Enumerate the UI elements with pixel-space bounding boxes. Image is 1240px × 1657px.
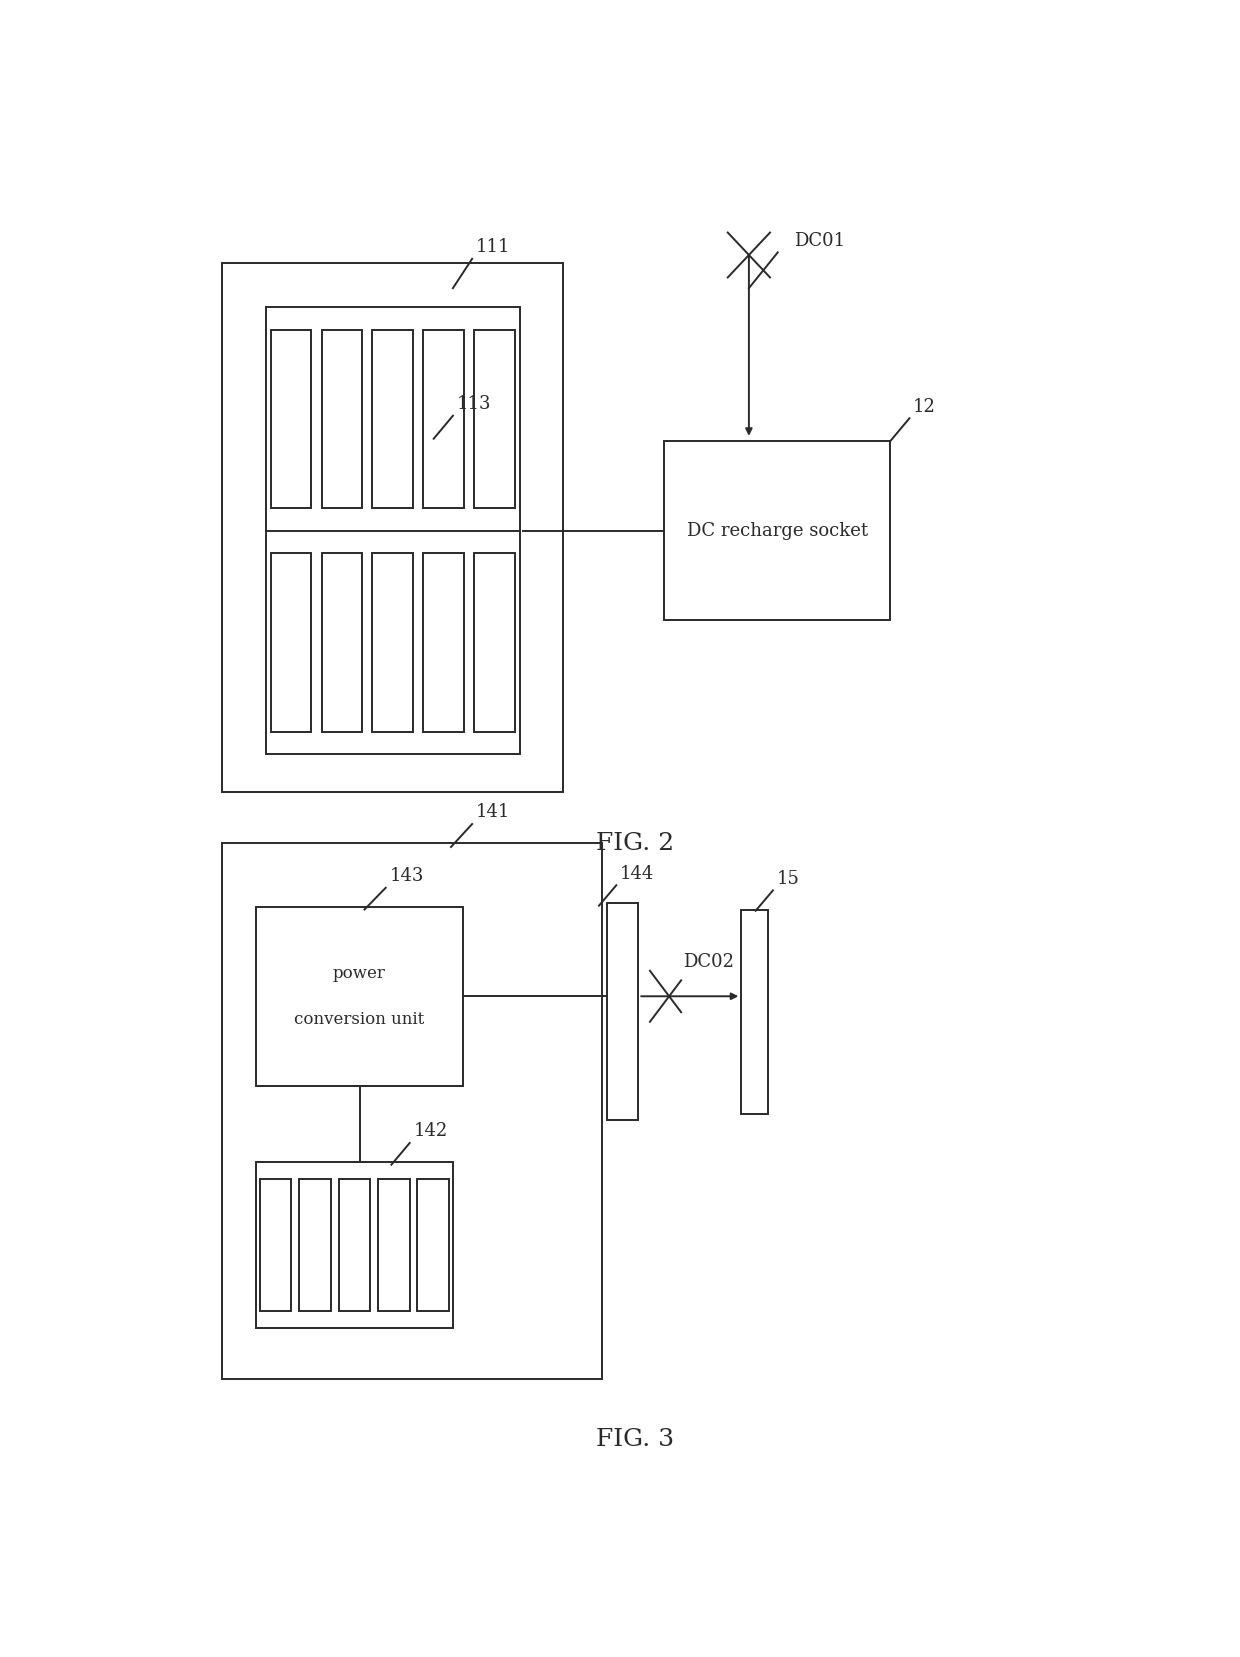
Bar [606, 903, 639, 1120]
Bar [475, 553, 515, 731]
Bar [475, 330, 515, 509]
Bar [321, 330, 362, 509]
Text: 142: 142 [413, 1122, 448, 1140]
Bar [665, 441, 890, 620]
Bar [222, 263, 563, 792]
Bar [255, 906, 463, 1085]
Text: DC01: DC01 [794, 232, 846, 250]
Bar [742, 910, 768, 1114]
Text: 113: 113 [456, 394, 491, 413]
Bar [270, 330, 311, 509]
Bar [321, 553, 362, 731]
Text: DC recharge socket: DC recharge socket [687, 522, 868, 540]
Bar [423, 330, 464, 509]
Bar [339, 1178, 371, 1311]
Bar [418, 1178, 449, 1311]
Bar [265, 307, 521, 754]
Bar [222, 843, 601, 1379]
Text: 111: 111 [476, 239, 511, 257]
Bar [378, 1178, 409, 1311]
Bar [270, 553, 311, 731]
Text: 141: 141 [476, 804, 511, 822]
Text: 143: 143 [389, 867, 424, 885]
Text: 12: 12 [913, 398, 936, 416]
Bar [372, 330, 413, 509]
Bar [423, 553, 464, 731]
Bar [299, 1178, 331, 1311]
Text: FIG. 3: FIG. 3 [596, 1427, 675, 1450]
Text: power: power [332, 964, 386, 983]
Bar [260, 1178, 291, 1311]
Bar [372, 553, 413, 731]
Text: DC02: DC02 [682, 953, 734, 971]
Text: conversion unit: conversion unit [294, 1011, 424, 1027]
Bar [255, 1162, 453, 1327]
Text: 144: 144 [620, 865, 655, 883]
Text: FIG. 2: FIG. 2 [596, 832, 675, 855]
Text: 15: 15 [776, 870, 800, 888]
